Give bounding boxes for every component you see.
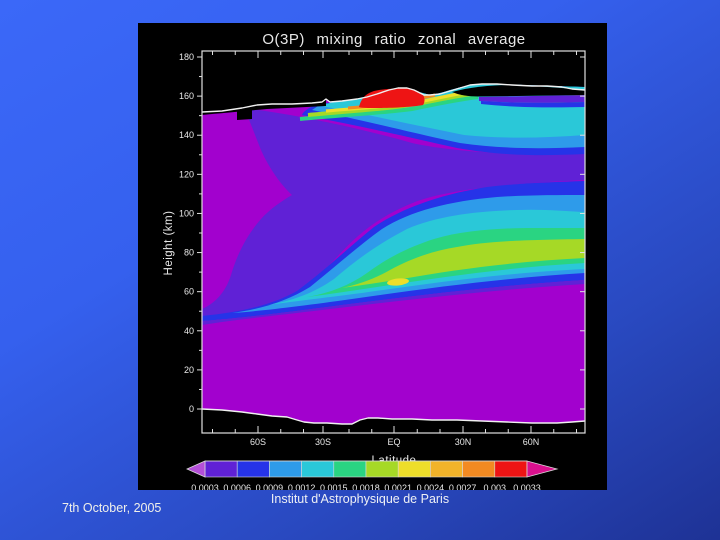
y-axis-label: Height (km) xyxy=(163,211,175,276)
svg-text:EQ: EQ xyxy=(387,437,400,447)
svg-text:0.0033: 0.0033 xyxy=(513,483,541,490)
svg-text:0.0009: 0.0009 xyxy=(256,483,284,490)
plot-area: 0 20 40 60 80 100 120 140 160 180 60S 30S EQ 30N 60N xyxy=(179,51,585,447)
svg-text:180: 180 xyxy=(179,52,194,62)
svg-text:80: 80 xyxy=(184,248,194,258)
svg-text:160: 160 xyxy=(179,91,194,101)
svg-text:60N: 60N xyxy=(523,437,540,447)
presentation-slide: O(3P) mixing ratio zonal average Height … xyxy=(0,0,720,540)
svg-text:60: 60 xyxy=(184,287,194,297)
chart-image: O(3P) mixing ratio zonal average Height … xyxy=(138,23,607,490)
svg-text:0.003: 0.003 xyxy=(484,483,507,490)
svg-text:0.0006: 0.0006 xyxy=(223,483,251,490)
svg-text:0.0021: 0.0021 xyxy=(384,483,412,490)
colorbar: 0.0003 0.0006 0.0009 0.0012 0.0015 0.0018 0.00… xyxy=(187,461,557,490)
svg-text:20: 20 xyxy=(184,365,194,375)
contour-plot: O(3P) mixing ratio zonal average Height … xyxy=(138,23,607,490)
svg-text:60S: 60S xyxy=(250,437,266,447)
slide-institution: Institut d'Astrophysique de Paris xyxy=(0,492,720,506)
svg-text:100: 100 xyxy=(179,208,194,218)
svg-text:140: 140 xyxy=(179,130,194,140)
svg-text:0.0003: 0.0003 xyxy=(191,483,219,490)
svg-text:120: 120 xyxy=(179,169,194,179)
svg-text:0: 0 xyxy=(189,404,194,414)
svg-text:0.0018: 0.0018 xyxy=(352,483,380,490)
svg-text:0.0024: 0.0024 xyxy=(417,483,445,490)
svg-text:0.0027: 0.0027 xyxy=(449,483,477,490)
plot-title: O(3P) mixing ratio zonal average xyxy=(262,31,525,48)
svg-text:40: 40 xyxy=(184,326,194,336)
svg-text:0.0015: 0.0015 xyxy=(320,483,348,490)
svg-text:0.0012: 0.0012 xyxy=(288,483,316,490)
svg-text:30N: 30N xyxy=(455,437,472,447)
svg-text:30S: 30S xyxy=(315,437,331,447)
